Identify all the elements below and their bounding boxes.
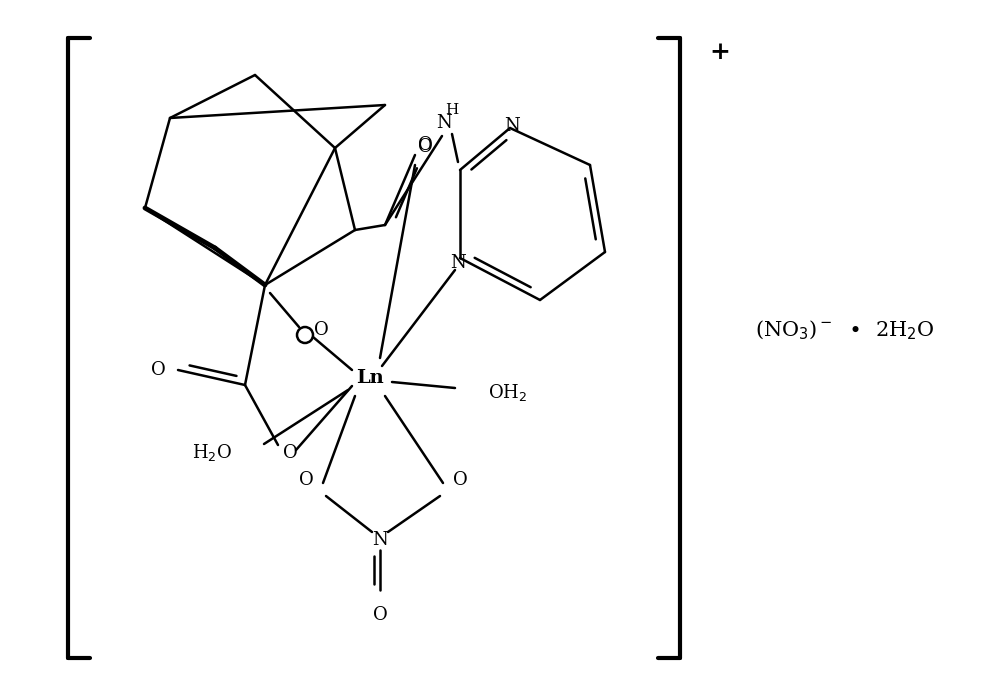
Text: N: N bbox=[504, 117, 520, 135]
Text: +: + bbox=[710, 40, 730, 64]
Circle shape bbox=[297, 327, 313, 343]
Text: O: O bbox=[151, 361, 165, 379]
Text: O: O bbox=[418, 138, 432, 156]
Text: N: N bbox=[436, 114, 452, 132]
Text: H: H bbox=[445, 103, 459, 117]
Text: O: O bbox=[314, 321, 328, 339]
Text: (NO$_3$)$^-$  $\bullet$  2H$_2$O: (NO$_3$)$^-$ $\bullet$ 2H$_2$O bbox=[755, 318, 935, 342]
Text: OH$_2$: OH$_2$ bbox=[488, 382, 527, 402]
Text: Ln: Ln bbox=[356, 369, 384, 387]
Text: O: O bbox=[418, 136, 432, 154]
Text: O: O bbox=[453, 471, 467, 489]
Text: N: N bbox=[372, 531, 388, 549]
Text: O: O bbox=[373, 606, 387, 624]
Text: O: O bbox=[299, 471, 313, 489]
Text: N: N bbox=[450, 254, 466, 272]
Text: O: O bbox=[283, 444, 297, 462]
Text: H$_2$O: H$_2$O bbox=[192, 442, 232, 462]
